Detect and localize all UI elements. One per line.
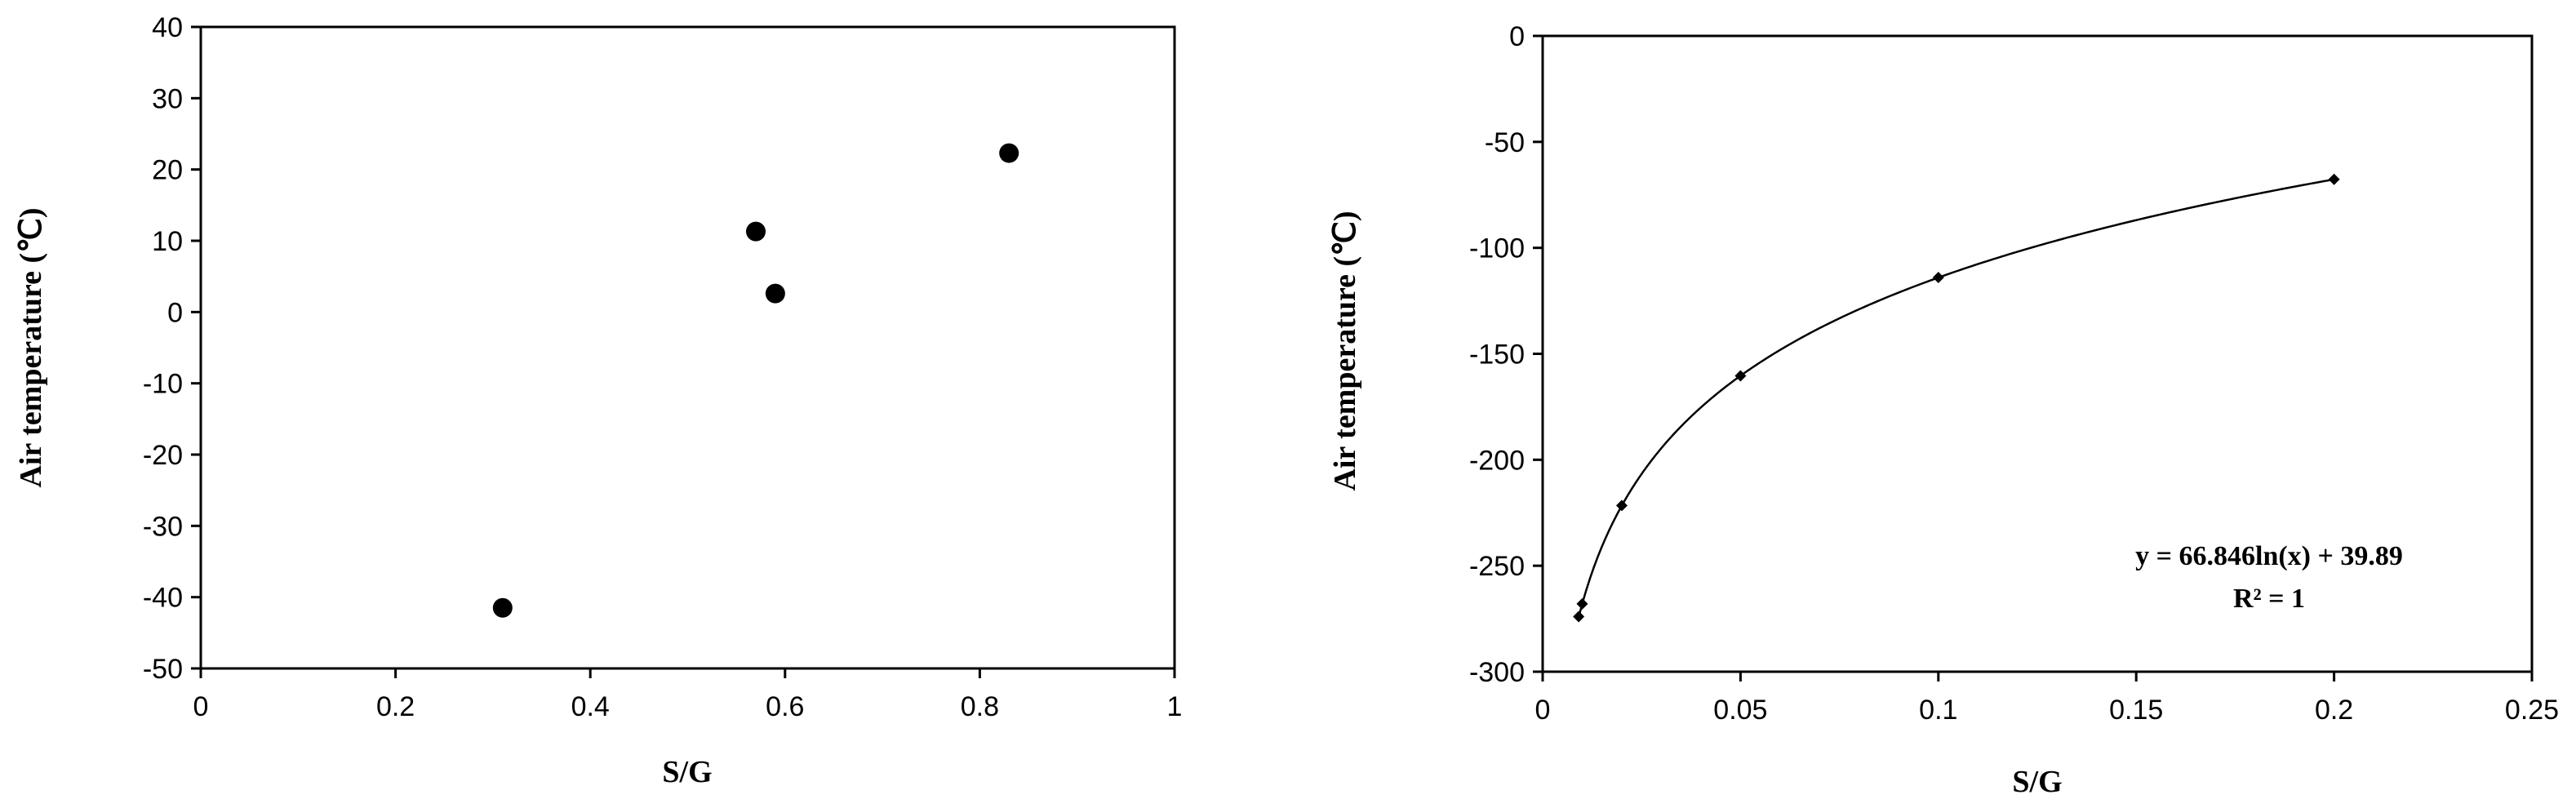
y-axis-title-left: Air temperature (℃) [14,207,48,487]
y-tick-label: 30 [152,83,183,114]
y-tick-label: 40 [152,12,183,43]
data-point [2328,173,2340,185]
r-squared-label: R² = 1 [2233,584,2305,614]
x-tick-label: 0.2 [376,691,415,722]
plot-area-right [1541,34,2534,673]
x-tick-label: 0.25 [2505,695,2559,726]
trendline-equation: y = 66.846ln(x) + 39.89 [2135,541,2403,571]
data-point [746,221,766,242]
y-tick-label: -40 [143,583,183,614]
y-tick-label: -20 [143,440,183,471]
x-axis-title-right: S/G [2012,765,2062,799]
logarithmic-trendline [1577,178,2334,618]
y-tick-label: -150 [1469,340,1525,371]
y-tick-label: -10 [143,369,183,400]
y-tick-label: -300 [1469,657,1525,688]
y-tick-label: -200 [1469,445,1525,476]
y-tick-label: -30 [143,511,183,542]
data-point [492,597,513,618]
x-axis-title-left: S/G [662,755,712,789]
data-point [1734,370,1747,382]
data-point [765,283,785,304]
x-tick-label: 0 [1535,695,1551,726]
y-tick-label: -100 [1469,233,1525,264]
y-tick-label: 20 [152,155,183,186]
x-tick-label: 0.2 [2315,695,2353,726]
x-tick-label: 0.1 [1919,695,1957,726]
data-point [1576,597,1588,610]
x-tick-label: 0.15 [2109,695,2163,726]
x-tick-label: 0.8 [961,691,999,722]
y-tick-label: -50 [143,654,183,685]
y-tick-label: -250 [1469,551,1525,582]
y-axis-title-right: Air temperature (℃) [1328,211,1362,491]
x-tick-label: 0 [193,691,209,722]
y-tick-label: 0 [1509,21,1525,52]
y-tick-label: 0 [167,297,183,328]
data-point [1932,272,1944,284]
x-tick-label: 1 [1167,691,1183,722]
plot-area-left [199,25,1176,670]
x-tick-label: 0.4 [571,691,610,722]
x-tick-label: 0.05 [1713,695,1767,726]
x-tick-label: 0.6 [766,691,804,722]
y-tick-label: -50 [1485,127,1525,158]
data-point [999,143,1019,163]
data-point [1615,499,1628,512]
chart-right: 0 -50 -100 -150 -200 -250 -300 0 0.05 0.1 0.15 0.2… [1328,21,2559,799]
data-point [1573,610,1585,623]
y-tick-label: 10 [152,226,183,257]
